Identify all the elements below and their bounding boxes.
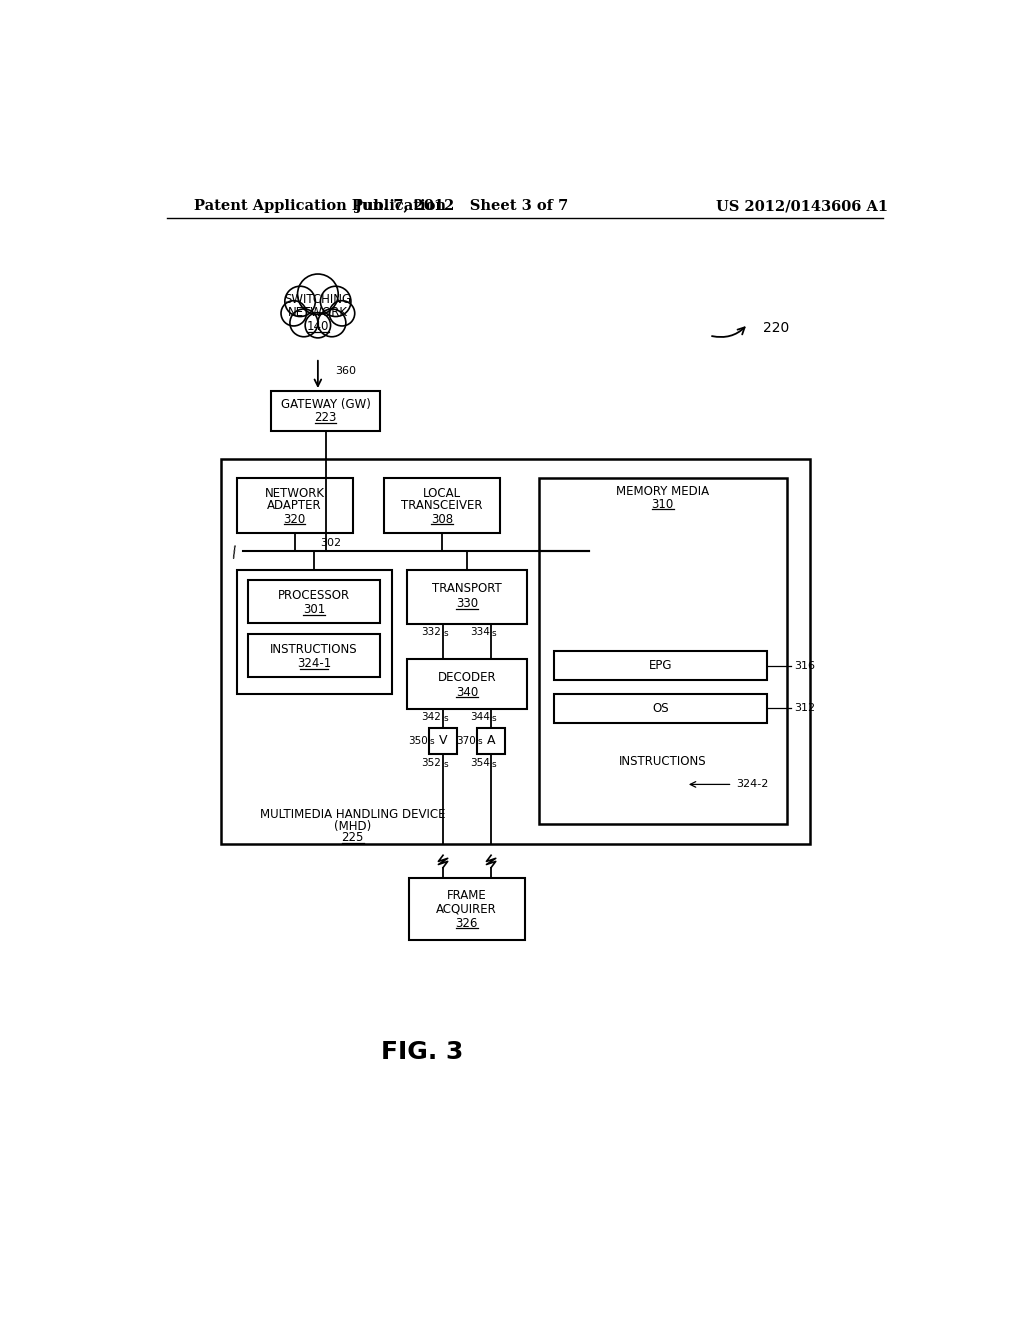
- Text: /: /: [231, 545, 239, 561]
- Text: 342: 342: [422, 711, 441, 722]
- Text: 330: 330: [456, 597, 478, 610]
- Text: A: A: [486, 734, 496, 747]
- Text: 332: 332: [422, 627, 441, 638]
- Bar: [237, 478, 352, 533]
- Text: 360: 360: [335, 366, 356, 375]
- Circle shape: [290, 309, 317, 337]
- Text: 223: 223: [314, 412, 337, 425]
- Text: NETWORK: NETWORK: [264, 487, 325, 500]
- Text: V: V: [439, 734, 447, 747]
- Circle shape: [298, 275, 338, 314]
- Text: 225: 225: [342, 832, 364, 843]
- Text: 316: 316: [795, 661, 815, 671]
- Text: DECODER: DECODER: [437, 671, 497, 684]
- Text: FIG. 3: FIG. 3: [381, 1040, 464, 1064]
- Text: Jun. 7, 2012   Sheet 3 of 7: Jun. 7, 2012 Sheet 3 of 7: [354, 199, 568, 213]
- Text: s: s: [492, 630, 497, 638]
- Text: s: s: [443, 630, 449, 638]
- Text: 320: 320: [284, 513, 306, 527]
- Text: s: s: [477, 737, 482, 746]
- Text: MULTIMEDIA HANDLING DEVICE: MULTIMEDIA HANDLING DEVICE: [260, 808, 445, 821]
- Circle shape: [321, 286, 351, 317]
- Text: EPG: EPG: [649, 659, 673, 672]
- Text: 310: 310: [651, 498, 674, 511]
- Bar: [248, 581, 380, 623]
- Bar: [539, 478, 786, 825]
- Text: TRANSPORT: TRANSPORT: [432, 582, 502, 595]
- Text: ADAPTER: ADAPTER: [267, 499, 322, 512]
- Bar: [248, 635, 380, 677]
- Text: OS: OS: [652, 702, 669, 714]
- Circle shape: [281, 301, 306, 326]
- Bar: [384, 478, 500, 533]
- Text: LOCAL: LOCAL: [423, 487, 461, 500]
- Text: s: s: [443, 760, 449, 768]
- Text: s: s: [429, 737, 434, 746]
- Text: 326: 326: [456, 916, 478, 929]
- Text: 350: 350: [408, 737, 428, 746]
- Text: SWITCHING: SWITCHING: [285, 293, 351, 306]
- Bar: [477, 729, 505, 754]
- Text: (MHD): (MHD): [334, 820, 372, 833]
- Circle shape: [285, 286, 315, 317]
- Text: 302: 302: [321, 539, 341, 548]
- Circle shape: [317, 309, 346, 337]
- Bar: [237, 570, 391, 693]
- Bar: [554, 651, 767, 681]
- Text: s: s: [492, 714, 497, 722]
- Bar: [407, 659, 527, 709]
- Text: 340: 340: [456, 685, 478, 698]
- Text: NETWORK: NETWORK: [288, 306, 348, 319]
- Text: INSTRUCTIONS: INSTRUCTIONS: [618, 755, 707, 768]
- Text: 344: 344: [470, 711, 489, 722]
- Text: 370: 370: [456, 737, 475, 746]
- Circle shape: [305, 313, 331, 338]
- Text: PROCESSOR: PROCESSOR: [278, 589, 350, 602]
- Text: US 2012/0143606 A1: US 2012/0143606 A1: [716, 199, 888, 213]
- Circle shape: [330, 301, 354, 326]
- Text: 352: 352: [422, 758, 441, 768]
- Bar: [429, 729, 457, 754]
- Bar: [407, 570, 527, 624]
- Text: 220: 220: [764, 321, 790, 335]
- Text: TRANSCEIVER: TRANSCEIVER: [401, 499, 482, 512]
- Text: FRAME: FRAME: [446, 888, 486, 902]
- Text: 324-1: 324-1: [297, 657, 331, 671]
- Text: s: s: [443, 714, 449, 722]
- Text: s: s: [492, 760, 497, 768]
- Bar: [221, 459, 810, 843]
- Text: 324-2: 324-2: [736, 779, 769, 789]
- Text: 301: 301: [303, 603, 326, 616]
- Text: MEMORY MEDIA: MEMORY MEDIA: [616, 486, 710, 499]
- Bar: [409, 878, 524, 940]
- Text: 312: 312: [795, 704, 816, 713]
- Text: GATEWAY (GW): GATEWAY (GW): [281, 397, 371, 411]
- Text: 140: 140: [306, 319, 329, 333]
- Text: INSTRUCTIONS: INSTRUCTIONS: [270, 643, 357, 656]
- Text: ACQUIRER: ACQUIRER: [436, 903, 497, 916]
- Text: 334: 334: [470, 627, 489, 638]
- Text: 308: 308: [431, 513, 453, 527]
- Bar: [554, 693, 767, 723]
- Bar: [271, 391, 380, 430]
- Text: Patent Application Publication: Patent Application Publication: [194, 199, 445, 213]
- Text: 354: 354: [470, 758, 489, 768]
